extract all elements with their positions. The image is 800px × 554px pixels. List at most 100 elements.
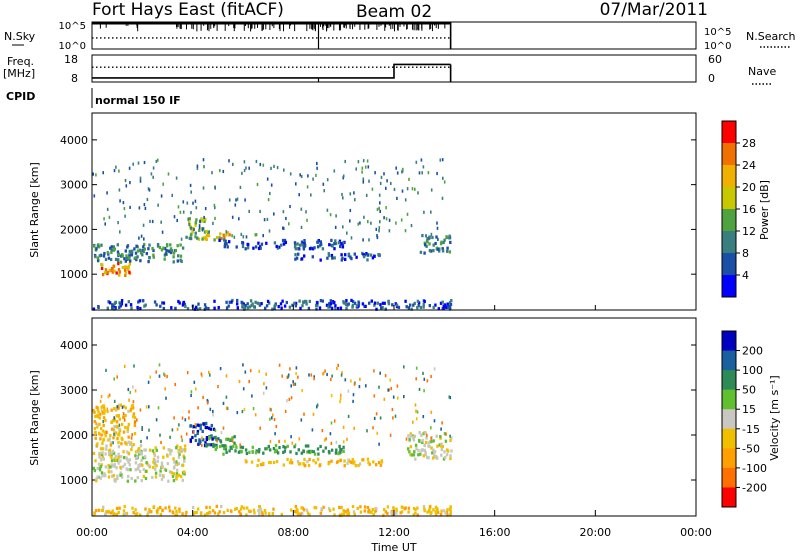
power-scatter — [234, 203, 237, 207]
velocity-cell — [118, 433, 121, 437]
power-cell — [311, 247, 315, 251]
velocity-scatter — [415, 366, 418, 370]
power-cell — [181, 246, 185, 250]
velocity-cell — [380, 460, 383, 464]
power-cell — [203, 230, 207, 234]
velocity-scatter — [100, 395, 103, 399]
velocity-cell — [126, 425, 130, 429]
velocity-cell — [245, 513, 248, 517]
velocity-cell — [313, 452, 317, 456]
velocity-cell — [240, 449, 243, 453]
power-cell — [228, 240, 231, 244]
velocity-scatter — [206, 401, 209, 405]
velocity-scatter — [273, 417, 276, 422]
noise-left-tick-bottom: 10^0 — [59, 41, 86, 52]
power-scatter — [362, 177, 365, 181]
power-scatter — [176, 218, 178, 223]
power-scatter — [370, 221, 372, 225]
velocity-cell — [283, 449, 287, 453]
velocity-scatter — [265, 372, 267, 376]
velocity-cell — [112, 428, 116, 432]
velocity-scatter — [242, 363, 244, 367]
power-cell — [446, 246, 449, 250]
power-cell — [441, 247, 444, 251]
power-cell — [139, 306, 142, 311]
power-cell — [133, 247, 136, 251]
power-scatter — [138, 206, 141, 210]
velocity-scatter — [275, 424, 278, 429]
power-cell — [370, 299, 373, 303]
power-scatter — [323, 189, 325, 193]
velocity-cell — [416, 513, 419, 517]
velocity-cell — [123, 462, 127, 466]
power-cell — [172, 255, 175, 259]
velocity-scatter — [378, 385, 380, 389]
power-scatter — [240, 232, 243, 236]
power-cell — [252, 246, 255, 250]
velocity-scatter — [324, 369, 326, 373]
power-cell — [244, 247, 247, 251]
power-cell — [117, 252, 121, 256]
power-scatter — [427, 171, 430, 175]
velocity-cell — [125, 442, 128, 446]
velocity-cell — [139, 451, 142, 455]
velocity-scatter — [448, 395, 451, 399]
velocity-cell — [124, 425, 127, 430]
velocity-cell — [427, 456, 430, 460]
velocity-cell — [307, 449, 311, 453]
velocity-cell — [267, 444, 270, 449]
velocity-scatter — [278, 363, 281, 367]
power-cell — [167, 249, 170, 253]
velocity-cell — [293, 509, 297, 513]
power-scatter — [108, 215, 111, 219]
power-cell — [109, 246, 112, 250]
power-cell — [148, 256, 151, 260]
velocity-cell — [102, 416, 106, 420]
date-label: 07/Mar/2011 — [600, 0, 708, 20]
velocity-cell — [109, 441, 113, 445]
velocity-cell — [94, 414, 97, 419]
velocity-cell — [212, 427, 216, 431]
velocity-cell — [175, 460, 178, 464]
power-cell — [450, 299, 453, 303]
velocity-scatter — [209, 373, 211, 377]
power-cell — [235, 245, 238, 249]
velocity-y-tick-label: 4000 — [60, 339, 88, 352]
velocity-scatter — [272, 413, 274, 417]
velocity-cell — [423, 443, 426, 448]
power-cell — [213, 238, 216, 242]
power-cell — [224, 239, 227, 243]
power-cell — [362, 255, 366, 259]
velocity-cell — [338, 505, 341, 510]
velocity-cell — [102, 505, 105, 509]
power-cell — [152, 255, 155, 259]
power-scatter — [282, 210, 285, 214]
velocity-cell — [432, 508, 435, 512]
power-scatter — [214, 206, 216, 210]
velocity-scatter — [106, 407, 109, 411]
velocity-cell — [155, 464, 158, 468]
power-scatter — [361, 170, 363, 174]
velocity-cell — [410, 453, 414, 457]
velocity-cell — [444, 455, 447, 459]
velocity-cell — [156, 455, 160, 459]
velocity-cell — [100, 471, 104, 475]
velocity-scatter — [134, 420, 136, 424]
velocity-cell — [440, 442, 443, 446]
power-cell — [329, 305, 332, 309]
velocity-cell — [296, 512, 300, 516]
velocity-cell — [117, 461, 120, 465]
power-scatter — [160, 220, 162, 224]
velocity-cell — [174, 462, 177, 467]
velocity-cell — [282, 450, 285, 454]
velocity-cell — [159, 505, 162, 510]
power-scatter — [420, 158, 423, 162]
velocity-y-tick-label: 1000 — [60, 474, 88, 487]
velocity-cell — [200, 511, 203, 515]
power-scatter — [248, 209, 250, 213]
velocity-cell — [247, 509, 251, 513]
noise-left-tick-top: 10^5 — [59, 21, 86, 32]
power-cell — [303, 242, 306, 246]
velocity-cell — [432, 448, 435, 452]
power-cell — [375, 307, 378, 311]
